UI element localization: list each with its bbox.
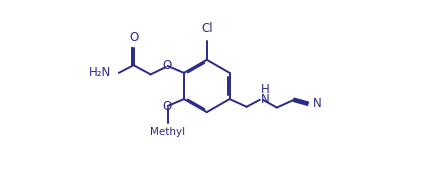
Text: Cl: Cl (201, 22, 213, 35)
Text: Methyl: Methyl (150, 127, 185, 137)
Text: N: N (313, 97, 322, 110)
Text: O: O (162, 59, 172, 72)
Text: O: O (129, 31, 138, 44)
Text: H: H (261, 83, 270, 96)
Text: O: O (162, 100, 172, 113)
Text: N: N (261, 93, 270, 106)
Text: H₂N: H₂N (89, 66, 111, 79)
